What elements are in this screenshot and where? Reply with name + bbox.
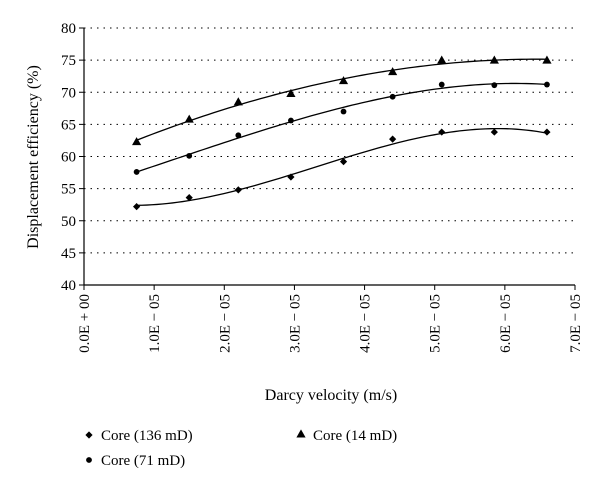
y-tick-label: 45 xyxy=(61,246,76,262)
legend-marker xyxy=(86,457,92,463)
y-tick-label: 50 xyxy=(61,214,76,230)
data-point xyxy=(235,132,242,139)
data-point xyxy=(132,137,142,146)
data-point xyxy=(186,152,193,159)
data-point xyxy=(234,186,242,194)
x-axis-label: Darcy velocity (m/s) xyxy=(265,387,397,404)
x-tick-label: 4.0E − 05 xyxy=(358,294,374,353)
x-tick-label: 3.0E − 05 xyxy=(287,294,303,353)
legend-label: Core (14 mD) xyxy=(313,428,397,444)
y-tick-label: 65 xyxy=(61,117,76,133)
legend-marker xyxy=(296,429,306,438)
legend-item-core-136: Core (136 mD) xyxy=(85,428,193,444)
trendline-series-1 xyxy=(136,82,547,173)
legend-item-core-14: Core (14 mD) xyxy=(296,428,397,444)
data-point xyxy=(233,97,243,106)
data-point xyxy=(388,67,398,76)
data-point xyxy=(184,114,194,123)
x-tick-label: 2.0E − 05 xyxy=(217,294,233,353)
grid-lines xyxy=(84,27,575,254)
data-point xyxy=(338,76,349,85)
legend-label: Core (136 mD) xyxy=(101,428,193,444)
x-tick-label: 5.0E − 05 xyxy=(428,294,444,353)
data-point xyxy=(339,158,348,166)
legend-label: Core (71 mD) xyxy=(101,453,185,469)
data-point xyxy=(133,169,140,175)
data-point xyxy=(389,93,396,100)
x-tick-label: 0.0E + 00 xyxy=(77,294,93,353)
y-tick-label: 70 xyxy=(61,85,76,101)
data-points xyxy=(132,55,552,211)
data-point xyxy=(389,135,397,143)
y-tick-label: 55 xyxy=(61,182,76,198)
x-tick-label: 1.0E − 05 xyxy=(147,294,163,353)
legend-item-core-71: Core (71 mD) xyxy=(86,453,185,469)
axes xyxy=(79,27,576,290)
y-tick-label: 60 xyxy=(61,150,76,166)
y-tick-label: 40 xyxy=(61,278,76,294)
legend-marker xyxy=(85,431,93,439)
data-point xyxy=(544,81,550,88)
data-point xyxy=(185,194,193,202)
data-point xyxy=(133,203,141,211)
tick-labels: 40 45 50 55 60 65 70 75 80 0.0E + 00 1.0E − 05 2.0E… xyxy=(61,21,584,353)
y-axis-label: Displacement efficiency (%) xyxy=(25,65,42,249)
data-point xyxy=(287,173,295,181)
y-tick-label: 75 xyxy=(61,53,76,69)
data-point xyxy=(542,55,552,64)
data-point xyxy=(543,128,551,136)
data-point xyxy=(438,81,445,88)
data-point xyxy=(491,82,498,89)
data-point xyxy=(288,117,294,124)
x-tick-label: 6.0E − 05 xyxy=(498,294,514,353)
data-point xyxy=(490,128,498,136)
data-point xyxy=(438,128,446,136)
trendlines xyxy=(136,58,548,206)
data-point xyxy=(340,108,347,115)
trendline-series-2 xyxy=(136,58,547,141)
data-point xyxy=(437,55,447,64)
y-tick-label: 80 xyxy=(61,21,76,37)
x-tick-label: 7.0E − 05 xyxy=(568,294,584,353)
data-point xyxy=(286,88,296,97)
legend: Core (136 mD) Core (71 mD) Core (14 mD) xyxy=(85,428,397,469)
trendline-series-0 xyxy=(136,127,548,206)
data-point xyxy=(489,55,499,64)
